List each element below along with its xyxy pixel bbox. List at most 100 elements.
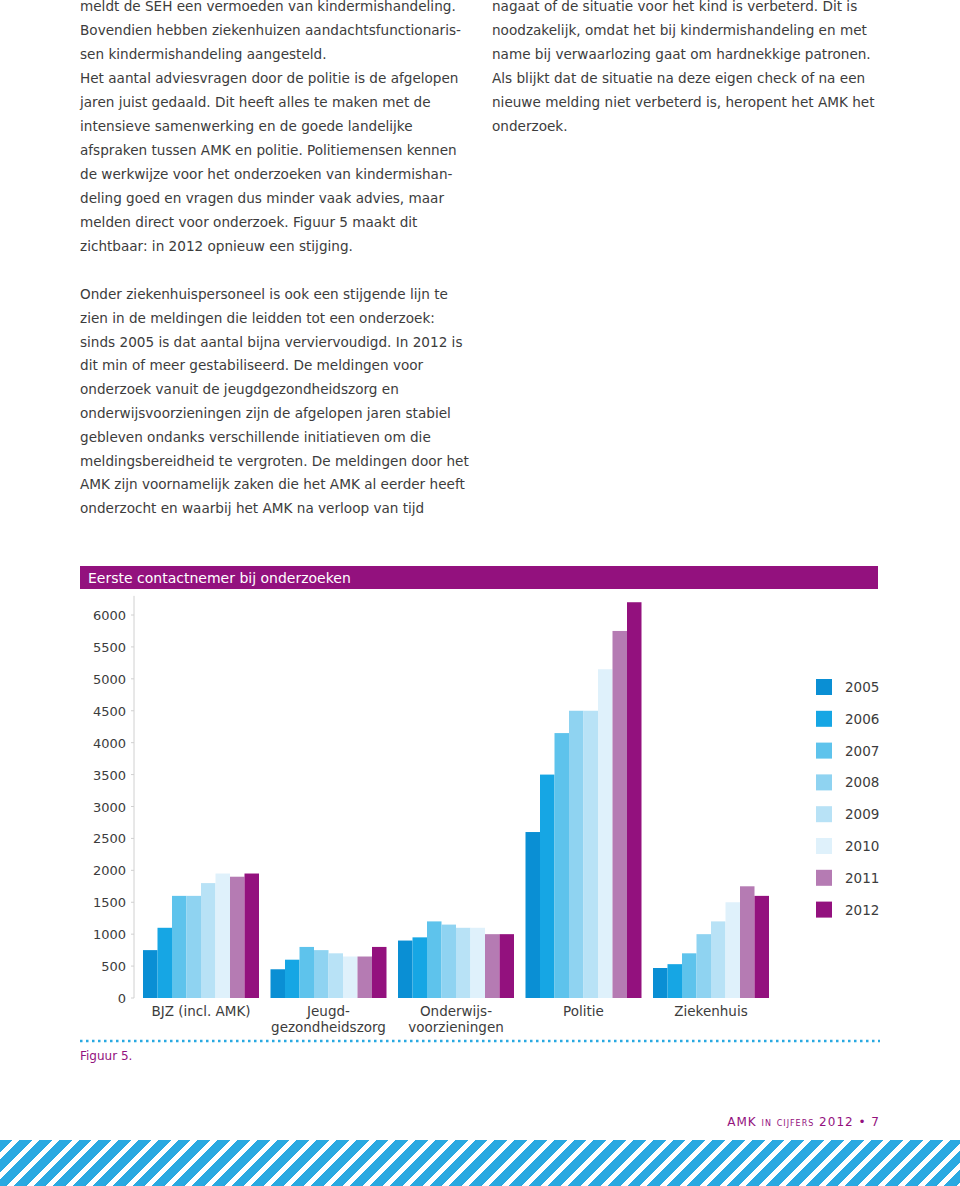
text-line: de werkwijze voor het onderzoeken van ki… xyxy=(80,166,452,182)
y-tick-label: 0 xyxy=(118,991,126,1006)
bar xyxy=(613,631,628,998)
y-tick-label: 4000 xyxy=(93,736,126,751)
y-tick xyxy=(131,998,134,999)
bar xyxy=(398,941,413,998)
text-line: meldingsbereidheid te vergroten. De meld… xyxy=(80,453,469,469)
y-tick xyxy=(131,742,134,743)
bar xyxy=(755,896,770,998)
label-part: Onderwijs- xyxy=(420,1003,492,1019)
text-line: onderzoek vanuit de jeugdgezondheidszorg… xyxy=(80,381,399,397)
bar xyxy=(314,950,329,998)
y-tick xyxy=(131,710,134,711)
y-axis-line xyxy=(134,596,135,998)
bar xyxy=(500,934,515,998)
legend-swatch xyxy=(816,806,832,822)
legend-swatch xyxy=(816,902,832,918)
text-line: Onder ziekenhuispersoneel is ook een sti… xyxy=(80,286,448,302)
x-tick-label: Onderwijs-voorzieningen xyxy=(408,1003,504,1035)
bar xyxy=(343,957,358,998)
legend-swatch xyxy=(816,870,832,886)
title-bar xyxy=(80,566,878,589)
legend-label: 2010 xyxy=(845,838,879,854)
bar xyxy=(569,711,584,998)
x-tick-label: Ziekenhuis xyxy=(674,1003,747,1019)
x-tick-label: BJZ (incl. AMK) xyxy=(151,1003,250,1019)
bar xyxy=(526,832,541,998)
text-line: meldt de SEH een vermoeden van kindermis… xyxy=(80,0,456,14)
text-line: zien in de meldingen die leidden tot een… xyxy=(80,310,435,326)
x-tick-label: Politie xyxy=(563,1003,604,1019)
bar xyxy=(442,925,457,998)
y-tick-label: 500 xyxy=(101,959,126,974)
label-part: Politie xyxy=(563,1003,604,1019)
bar xyxy=(245,874,260,998)
text-line: intensieve samenwerking en de goede land… xyxy=(80,118,413,134)
y-tick xyxy=(131,678,134,679)
label-part: BJZ (incl. AMK) xyxy=(151,1003,250,1019)
label-part: Ziekenhuis xyxy=(674,1003,747,1019)
legend-swatch xyxy=(816,774,832,790)
text-line: Het aantal adviesvragen door de politie … xyxy=(80,70,458,86)
y-tick-label: 3500 xyxy=(93,768,126,783)
y-tick-label: 5000 xyxy=(93,672,126,687)
bar xyxy=(555,733,570,998)
y-tick-label: 1000 xyxy=(93,927,126,942)
bar xyxy=(329,953,344,998)
y-tick-label: 5500 xyxy=(93,640,126,655)
bar xyxy=(598,669,613,998)
text-line: dit min of meer gestabiliseerd. De meldi… xyxy=(80,357,423,373)
y-tick xyxy=(131,838,134,839)
legend-label: 2009 xyxy=(845,806,879,822)
bar xyxy=(271,969,286,998)
text-line: onderzoek. xyxy=(492,118,568,134)
decorative-stripes xyxy=(0,1140,960,1186)
y-tick-label: 6000 xyxy=(93,608,126,623)
bar xyxy=(540,775,555,998)
bar xyxy=(584,711,599,998)
bar xyxy=(485,934,500,998)
text-line: name bij verwaarlozing gaat om hardnekki… xyxy=(492,46,871,62)
bar xyxy=(201,883,216,998)
y-tick-label: 3000 xyxy=(93,800,126,815)
bar xyxy=(230,877,245,998)
text-line: afspraken tussen AMK en politie. Politie… xyxy=(80,142,457,158)
bar xyxy=(740,886,755,998)
bar xyxy=(456,928,471,998)
text-line: nagaat of de situatie voor het kind is v… xyxy=(492,0,857,14)
legend-swatch xyxy=(816,743,832,759)
text-line: onderwijsvoorzieningen zijn de afgelopen… xyxy=(80,405,451,421)
chart-title: Eerste contactnemer bij onderzoeken xyxy=(88,570,351,586)
bar xyxy=(653,968,668,998)
text-line: sen kindermishandeling aangesteld. xyxy=(80,46,327,62)
text-line: deling goed en vragen dus minder vaak ad… xyxy=(80,190,444,206)
text-line: Als blijkt dat de situatie na deze eigen… xyxy=(492,70,865,86)
bar xyxy=(158,928,173,998)
bar xyxy=(711,921,726,998)
legend-label: 2008 xyxy=(845,774,879,790)
y-tick xyxy=(131,902,134,903)
dotted-rule xyxy=(80,1040,880,1043)
bar xyxy=(143,950,158,998)
text-line: jaren juist gedaald. Dit heeft alles te … xyxy=(80,94,431,110)
figure-caption: Figuur 5. xyxy=(80,1049,132,1063)
text-line: zichtbaar: in 2012 opnieuw een stijging. xyxy=(80,238,353,254)
bar xyxy=(668,964,683,998)
chart: Eerste contactnemer bij onderzoeken 0 500 1… xyxy=(0,0,960,1186)
bar xyxy=(697,934,712,998)
bar xyxy=(187,896,202,998)
text-line: nieuwe melding niet verbeterd is, herope… xyxy=(492,94,874,110)
text-line: noodzakelijk, omdat het bij kindermishan… xyxy=(492,22,867,38)
y-tick xyxy=(131,870,134,871)
legend-label: 2006 xyxy=(845,711,879,727)
bars xyxy=(143,602,769,998)
legend-label: 2011 xyxy=(845,870,879,886)
label-part: voorzieningen xyxy=(408,1019,504,1035)
legend-swatch xyxy=(816,838,832,854)
footer: AMK in cijfers 2012 • 7 xyxy=(727,1115,880,1129)
bar xyxy=(427,921,442,998)
x-tick-label: Jeugd-gezondheidszorg xyxy=(271,1003,386,1035)
bar xyxy=(726,902,741,998)
bar xyxy=(285,960,300,998)
y-tick-label: 1500 xyxy=(93,895,126,910)
bar xyxy=(358,957,373,998)
